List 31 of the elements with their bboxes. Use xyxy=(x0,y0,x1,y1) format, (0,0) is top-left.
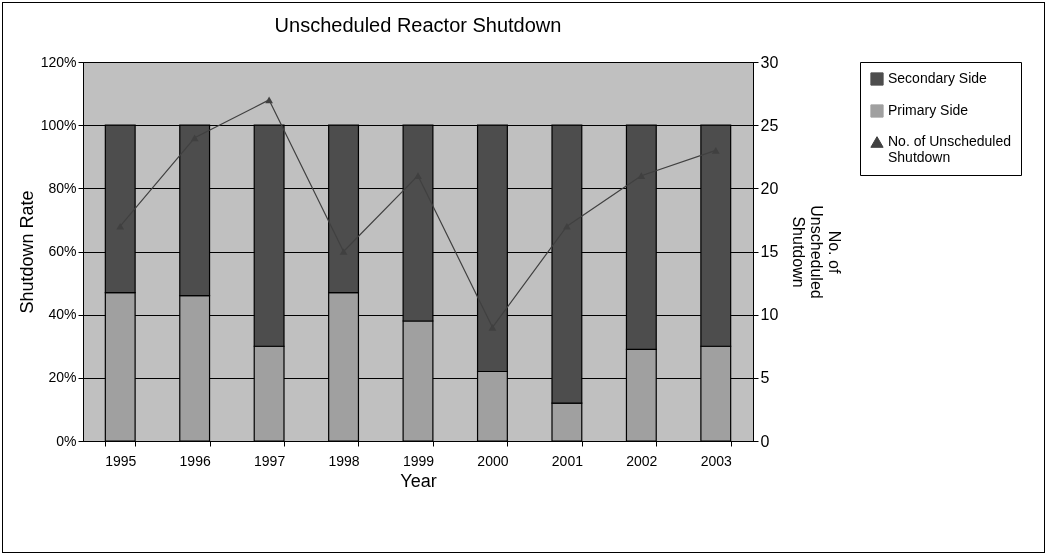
legend-label: Primary Side xyxy=(888,102,969,118)
y-tick-label: 120% xyxy=(40,53,77,70)
x-tick-label: 1995 xyxy=(105,452,137,469)
x-axis-title: Year xyxy=(400,470,437,491)
y2-tick-label: 0 xyxy=(760,432,770,450)
x-tick-label: 2003 xyxy=(700,452,733,469)
point xyxy=(265,96,273,104)
x-tick-label: 1999 xyxy=(402,452,435,469)
y-axis-title: Shutdown Rate xyxy=(16,190,37,314)
y2-tick-label: 15 xyxy=(760,243,779,260)
legend-label: No. of Unscheduled Shutdown xyxy=(888,133,1011,165)
y-tick-label: 60% xyxy=(48,243,77,259)
y2-tick-label: 25 xyxy=(760,116,779,134)
x-tick-label: 2000 xyxy=(477,452,509,469)
legend-label: Secondary Side xyxy=(888,70,988,86)
x-tick-label: 2001 xyxy=(551,452,584,469)
y-tick-label: 0% xyxy=(56,432,77,449)
x-tick-label: 1997 xyxy=(254,452,286,469)
y2-axis-title: No. of Unscheduled Shutdown xyxy=(790,205,844,299)
y2-tick-label: 20 xyxy=(760,179,779,197)
x-tick-label: 2002 xyxy=(626,452,658,469)
x-tick-label: 1998 xyxy=(328,452,360,469)
y-tick-label: 80% xyxy=(48,179,77,196)
y2-tick-label: 30 xyxy=(760,53,779,71)
y-tick-label: 20% xyxy=(48,369,77,386)
x-tick-label: 1996 xyxy=(179,452,211,469)
y2-tick-label: 10 xyxy=(760,306,779,324)
y-tick-label: 40% xyxy=(48,306,77,323)
chart-title: Unscheduled Reactor Shutdown xyxy=(274,14,562,36)
y2-tick-label: 5 xyxy=(760,369,770,387)
y-tick-label: 100% xyxy=(40,116,77,133)
